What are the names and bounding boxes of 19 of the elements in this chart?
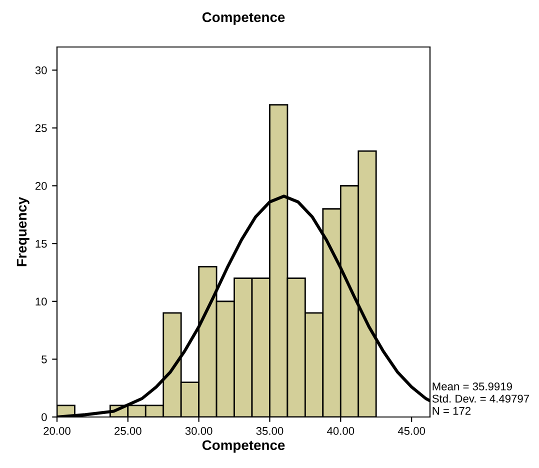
x-axis-title: Competence bbox=[202, 440, 285, 453]
x-tick-label: 20.00 bbox=[44, 427, 70, 435]
x-tick-label: 30.00 bbox=[185, 427, 212, 435]
y-tick-label: 10 bbox=[36, 298, 47, 306]
y-tick-label: 15 bbox=[36, 240, 47, 248]
chart-title: Competence bbox=[202, 12, 285, 25]
y-tick-label: 20 bbox=[35, 182, 47, 190]
x-tick-label: 25.00 bbox=[114, 427, 142, 435]
x-tick-label: 45.00 bbox=[398, 427, 426, 435]
y-tick-label: 0 bbox=[42, 413, 47, 422]
text: N = 172 bbox=[432, 406, 471, 415]
x-tick-label: 35.00 bbox=[256, 427, 284, 435]
text: Std. Dev. = 4.49797 bbox=[432, 394, 530, 403]
y-tick-label: 30 bbox=[35, 66, 47, 74]
y-axis-title: Frequency bbox=[16, 196, 30, 266]
y-tick-label: 25 bbox=[35, 124, 47, 132]
text: Mean = 35.9919 bbox=[432, 382, 512, 390]
y-tick-label: 5 bbox=[42, 356, 47, 364]
x-tick-label: 40.00 bbox=[327, 427, 354, 435]
